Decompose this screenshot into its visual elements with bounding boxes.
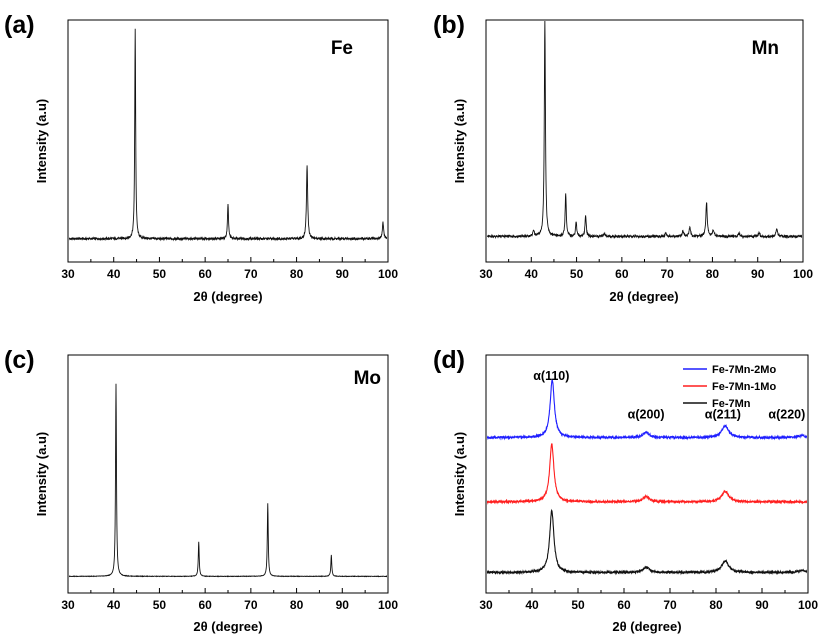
x-axis-title: 2θ (degree) bbox=[193, 619, 262, 634]
x-tick-label: 50 bbox=[571, 598, 585, 612]
x-tick-label: 30 bbox=[479, 267, 493, 281]
x-tick-label: 70 bbox=[660, 267, 674, 281]
x-tick-label: 40 bbox=[107, 598, 121, 612]
x-tick-label: 70 bbox=[244, 267, 258, 281]
element-label: Mo bbox=[354, 368, 381, 389]
panel-d: 30 40 50 60 70 80 90 100 2θ (degree) Intensity (a… bbox=[433, 346, 818, 634]
y-axis-title: Intensity (a.u) bbox=[34, 99, 49, 184]
x-tick-label: 70 bbox=[244, 598, 258, 612]
panel-label: (c) bbox=[4, 346, 35, 374]
x-axis-title: 2θ (degree) bbox=[612, 619, 681, 634]
x-tick-label: 90 bbox=[336, 267, 350, 281]
x-tick-label: 100 bbox=[378, 267, 398, 281]
panel-label: (a) bbox=[4, 11, 35, 39]
element-label: Fe bbox=[331, 38, 353, 59]
x-tick-label: 50 bbox=[570, 267, 584, 281]
x-tick-label: 90 bbox=[751, 267, 765, 281]
x-tick-label: 100 bbox=[793, 267, 813, 281]
x-tick-label: 30 bbox=[61, 267, 75, 281]
x-tick-label: 90 bbox=[336, 598, 350, 612]
x-tick-label: 40 bbox=[525, 267, 539, 281]
panel-label: (b) bbox=[433, 11, 465, 39]
y-axis-title: Intensity (a.u) bbox=[34, 432, 49, 517]
x-tick-label: 50 bbox=[153, 598, 167, 612]
x-axis-title: 2θ (degree) bbox=[193, 289, 262, 304]
xrd-trace bbox=[68, 384, 388, 577]
x-tick-label: 100 bbox=[378, 598, 398, 612]
legend: Fe-7Mn-2Mo Fe-7Mn-1Mo Fe-7Mn bbox=[683, 364, 776, 410]
y-axis-title: Intensity (a.u) bbox=[452, 432, 467, 517]
panel-c: 30 40 50 60 70 80 90 100 2θ (degree) Intensity (a… bbox=[4, 346, 398, 634]
series-line-fe-7mn-1mo bbox=[486, 444, 808, 503]
x-tick-label: 80 bbox=[709, 598, 723, 612]
element-label: Mn bbox=[752, 38, 779, 59]
x-tick-label: 80 bbox=[290, 598, 304, 612]
panel-a: 30 40 50 60 70 80 90 100 2θ (degree) Intensity (a… bbox=[4, 11, 398, 304]
x-tick-label: 40 bbox=[525, 598, 539, 612]
series-line-fe-7mn bbox=[486, 511, 808, 574]
x-tick-label: 30 bbox=[479, 598, 493, 612]
panel-label: (d) bbox=[433, 346, 465, 374]
legend-entry: Fe-7Mn bbox=[712, 398, 751, 410]
x-tick-label: 90 bbox=[755, 598, 769, 612]
x-tick-label: 40 bbox=[107, 267, 121, 281]
peak-annotation: α(200) bbox=[628, 407, 665, 421]
peak-annotation: α(220) bbox=[768, 407, 805, 421]
panel-b: 30 40 50 60 70 80 90 100 2θ (degree) Intensity (a… bbox=[433, 11, 813, 304]
x-tick-label: 80 bbox=[706, 267, 720, 281]
legend-entry: Fe-7Mn-1Mo bbox=[712, 381, 776, 393]
x-axis-title: 2θ (degree) bbox=[609, 289, 678, 304]
x-tick-label: 50 bbox=[153, 267, 167, 281]
legend-entry: Fe-7Mn-2Mo bbox=[712, 364, 776, 376]
xrd-trace bbox=[68, 29, 388, 240]
x-tick-label: 30 bbox=[61, 598, 75, 612]
x-tick-label: 100 bbox=[798, 598, 818, 612]
y-axis-title: Intensity (a.u) bbox=[452, 99, 467, 184]
peak-annotation: α(110) bbox=[533, 369, 569, 383]
x-tick-label: 60 bbox=[198, 598, 212, 612]
x-tick-label: 80 bbox=[290, 267, 304, 281]
x-tick-label: 70 bbox=[663, 598, 677, 612]
x-tick-label: 60 bbox=[198, 267, 212, 281]
x-tick-label: 60 bbox=[615, 267, 629, 281]
x-tick-label: 60 bbox=[617, 598, 631, 612]
